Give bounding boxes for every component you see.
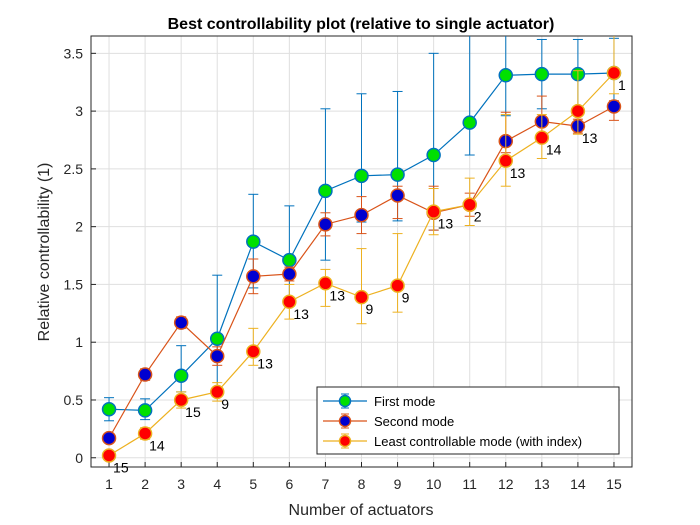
annotation-layer: 15 14 15 9 13 13 13 9 9 13 2 13 14 13 1 (113, 77, 626, 475)
data-point (390, 278, 405, 293)
index-annotation: 1 (618, 77, 626, 93)
legend-marker (338, 434, 352, 448)
index-annotation: 14 (546, 142, 562, 158)
data-point (354, 289, 369, 305)
series-1 (101, 36, 622, 422)
data-point (282, 294, 297, 310)
x-tick-label: 10 (426, 476, 442, 492)
index-annotation: 13 (510, 165, 526, 181)
data-point (534, 130, 550, 145)
index-annotation: 13 (257, 355, 273, 371)
index-annotation: 15 (113, 459, 129, 475)
data-point (246, 234, 261, 249)
data-point (426, 147, 441, 163)
legend-marker (338, 414, 352, 428)
y-tick-label: 1 (75, 334, 83, 350)
x-tick-label: 14 (570, 476, 586, 492)
data-point (246, 269, 261, 284)
index-annotation: 9 (366, 301, 374, 317)
y-tick-label: 3 (75, 103, 83, 119)
data-point (282, 266, 297, 282)
data-point (426, 204, 441, 219)
y-tick-label: 2 (75, 219, 83, 235)
x-tick-label: 2 (141, 476, 149, 492)
index-annotation: 14 (149, 437, 165, 453)
data-point (137, 426, 153, 441)
data-point (282, 252, 297, 268)
x-tick-label: 8 (358, 476, 366, 492)
x-axis-label: Number of actuators (289, 502, 434, 519)
data-point (318, 276, 333, 291)
data-point (209, 384, 225, 400)
series-layer (101, 36, 622, 463)
y-tick-label: 0 (75, 450, 83, 466)
data-point (101, 448, 117, 463)
x-tick-label: 1 (105, 476, 113, 492)
y-tick-label: 1.5 (64, 276, 84, 292)
index-annotation: 13 (582, 130, 598, 146)
index-annotation: 9 (402, 290, 410, 306)
x-tick-label: 6 (285, 476, 293, 492)
data-point (498, 68, 514, 83)
legend-marker (338, 394, 352, 408)
series-3 (101, 36, 622, 463)
legend-item-2: Second mode (323, 413, 454, 429)
data-point (534, 66, 550, 82)
data-point (209, 331, 225, 346)
data-point (390, 188, 405, 203)
data-point (354, 168, 369, 184)
index-annotation: 2 (474, 209, 482, 225)
legend-items: First mode Second mode Least controllable … (323, 393, 582, 449)
data-point (318, 217, 333, 232)
legend: First mode Second mode Least controllable … (316, 386, 620, 455)
legend-label: Least controllable mode (with index) (374, 434, 582, 449)
legend-box (316, 386, 620, 455)
data-point (606, 99, 622, 114)
data-point (101, 401, 117, 417)
x-tick-label: 7 (322, 476, 330, 492)
legend-item-3: Least controllable mode (with index) (323, 433, 582, 449)
y-tick-label: 0.5 (64, 392, 84, 408)
data-point (570, 103, 586, 119)
data-point (209, 348, 225, 364)
data-point (462, 197, 477, 212)
data-point (173, 368, 189, 383)
data-point (606, 65, 622, 81)
chart-title: Best controllability plot (relative to s… (168, 16, 555, 33)
data-point (390, 167, 405, 182)
data-point (173, 315, 189, 330)
index-annotation: 15 (185, 404, 201, 420)
x-tick-label: 11 (462, 476, 477, 492)
x-tick-label: 3 (177, 476, 185, 492)
x-tick-label: 5 (249, 476, 257, 492)
data-point (137, 367, 153, 382)
data-point (318, 183, 333, 199)
legend-label: First mode (374, 394, 435, 409)
index-annotation: 13 (329, 287, 345, 303)
data-point (498, 153, 514, 169)
data-point (354, 207, 369, 223)
data-point (246, 344, 261, 359)
data-point (173, 392, 189, 408)
y-axis-label: Relative controllability (1) (36, 163, 53, 342)
data-point (101, 430, 117, 446)
index-annotation: 9 (221, 396, 229, 412)
y-tick-label: 3.5 (64, 45, 84, 61)
index-annotation: 13 (438, 216, 454, 232)
x-tick-label: 4 (213, 476, 221, 492)
x-tick-label: 9 (394, 476, 402, 492)
x-tick-label: 12 (498, 476, 514, 492)
x-tick-label: 13 (534, 476, 550, 492)
legend-label: Second mode (374, 414, 454, 429)
x-tick-label: 15 (606, 476, 622, 492)
index-annotation: 13 (293, 306, 309, 322)
data-point (137, 403, 153, 418)
y-tick-label: 2.5 (64, 161, 84, 177)
data-point (462, 115, 477, 130)
legend-item-1: First mode (323, 393, 435, 409)
